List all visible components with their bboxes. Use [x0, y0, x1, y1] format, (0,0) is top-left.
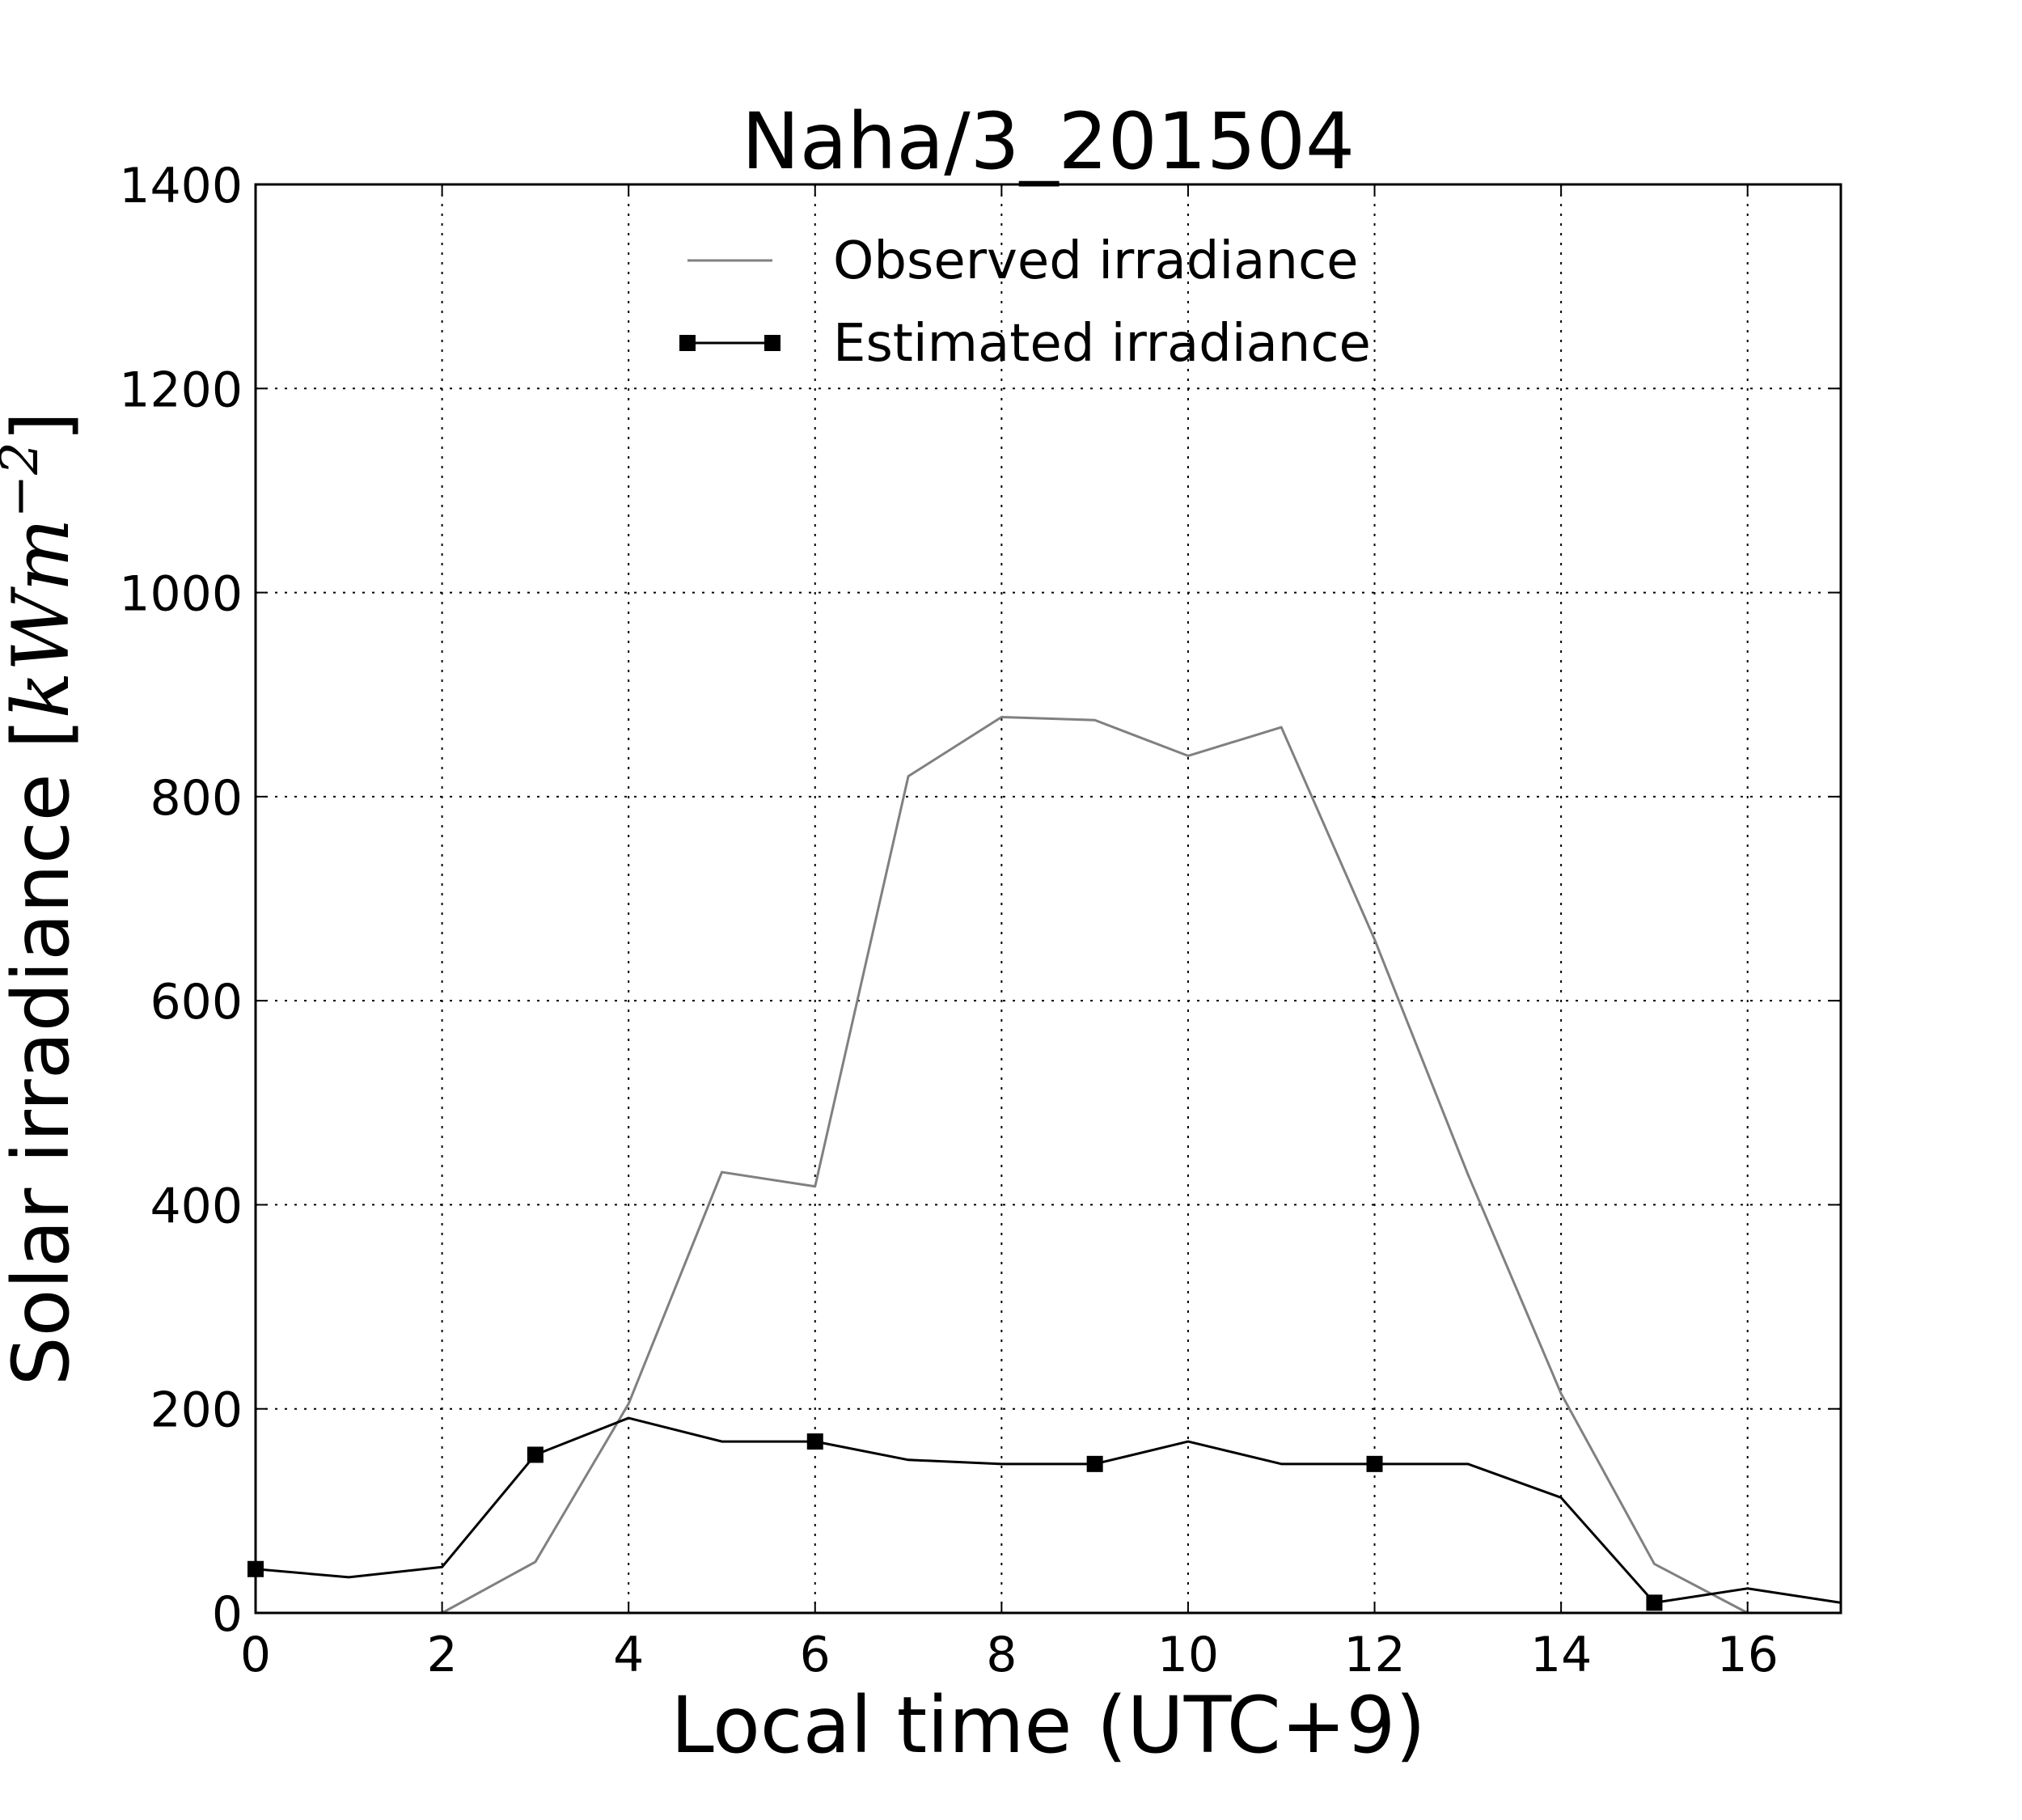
estimated-irradiance-marker — [806, 1433, 823, 1450]
y-tick-label: 400 — [150, 1178, 243, 1234]
legend-swatch-marker — [764, 335, 780, 351]
x-tick-label: 16 — [1717, 1627, 1779, 1683]
y-axis-title: Solar irradiance [kWm−2] — [0, 412, 87, 1386]
x-axis-title: Local time (UTC+9) — [670, 1680, 1425, 1771]
y-axis-unit-exponent: −2 — [0, 442, 50, 518]
x-tick-label: 6 — [800, 1627, 831, 1683]
y-tick-label: 1400 — [119, 158, 243, 214]
x-tick-label: 2 — [426, 1627, 457, 1683]
x-tick-label: 10 — [1157, 1627, 1219, 1683]
estimated-irradiance-marker — [527, 1446, 544, 1463]
x-tick-label: 0 — [240, 1627, 271, 1683]
y-axis-unit: kWm — [0, 518, 87, 718]
y-tick-label: 1200 — [119, 362, 243, 418]
y-tick-label: 600 — [150, 974, 243, 1031]
legend-label: Observed irradiance — [833, 231, 1359, 291]
x-tick-label: 12 — [1343, 1627, 1405, 1683]
chart-title: Naha/3_201504 — [742, 96, 1355, 187]
estimated-irradiance-series — [247, 1416, 1842, 1611]
estimated-irradiance-marker — [1366, 1455, 1383, 1472]
axis-ticks: 0 2 4 6 8 10 12 14 16 0 200 400 600 800 1000 1200 1400 — [119, 158, 1841, 1683]
y-axis-unit-open: [ — [0, 718, 87, 748]
legend-entry-observed-irradiance: Observed irradiance — [687, 231, 1359, 291]
legend-swatch-marker — [679, 335, 696, 351]
plot-frame — [254, 183, 1842, 1615]
series-group — [247, 715, 1842, 1615]
x-tick-label: 4 — [613, 1627, 644, 1683]
grid — [256, 184, 1841, 1613]
legend-label: Estimated irradiance — [833, 314, 1371, 374]
y-axis-unit-close: ] — [0, 412, 87, 442]
y-tick-label: 1000 — [119, 566, 243, 623]
y-tick-label: 0 — [212, 1586, 243, 1643]
observed-irradiance-line — [441, 715, 1749, 1615]
x-tick-label: 14 — [1530, 1627, 1592, 1683]
estimated-irradiance-line — [255, 1416, 1842, 1604]
y-tick-label: 800 — [150, 770, 243, 827]
y-axis-title-text: Solar irradiance — [0, 749, 87, 1386]
estimated-irradiance-marker — [1646, 1594, 1663, 1611]
legend: Observed irradiance Estimated irradiance — [679, 231, 1371, 374]
estimated-irradiance-marker — [1086, 1455, 1103, 1472]
observed-irradiance-series — [441, 715, 1749, 1615]
x-tick-label: 8 — [986, 1627, 1017, 1683]
y-tick-label: 200 — [150, 1382, 243, 1439]
legend-entry-estimated-irradiance: Estimated irradiance — [679, 314, 1371, 374]
